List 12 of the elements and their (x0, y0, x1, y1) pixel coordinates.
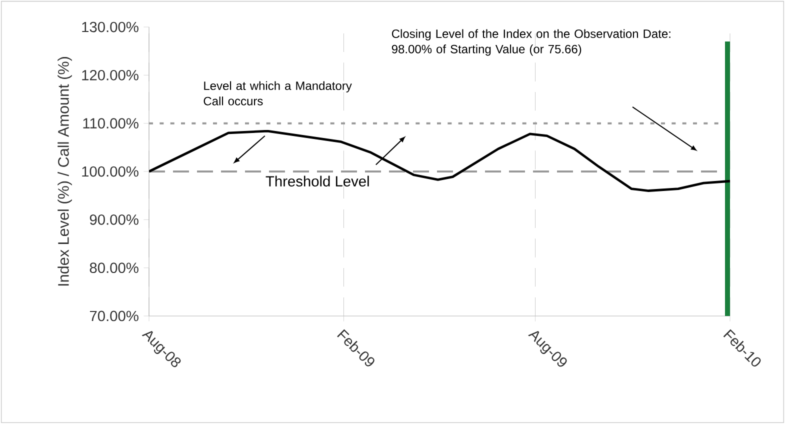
y-tick-label: 120.00% (82, 70, 138, 80)
y-tick-label: 90.00% (90, 214, 138, 225)
ref-line-label: Level at which a Mandatory Call occurs (204, 81, 352, 106)
y-tick-label: 100.00% (82, 166, 138, 177)
line-series (149, 130, 730, 192)
y-tick-label: 110.00% (83, 118, 138, 129)
y-tick-label: 70.00% (90, 310, 138, 322)
y-tick-label: 80.00% (90, 262, 138, 274)
y-tick-label: 130.00% (82, 22, 138, 32)
y-axis-title: Index Level (%) / Call Amount (%) (58, 57, 72, 286)
annotation: Closing Level of the Index on the Observation Date: 98.00% of Starting Value (or 75.66) (392, 29, 670, 56)
ref-line-label: Threshold Level (266, 176, 369, 187)
